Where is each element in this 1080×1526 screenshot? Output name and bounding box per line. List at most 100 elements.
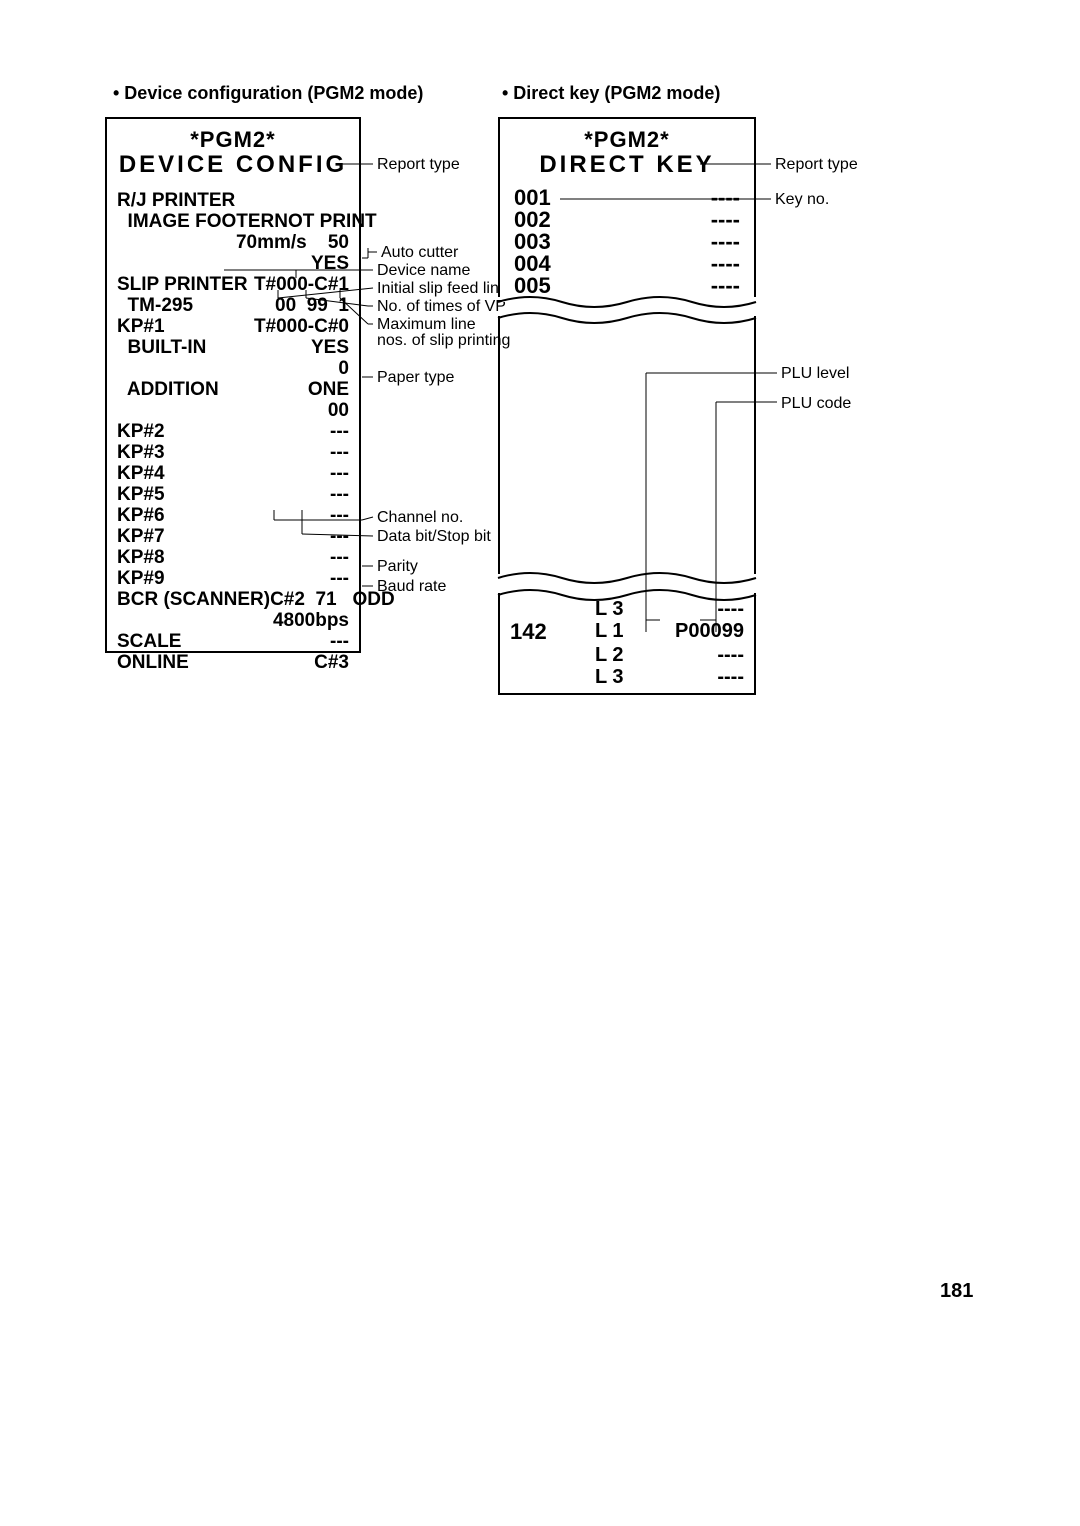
receipt-row: KP#5--- [117,485,349,504]
receipt-row-right: --- [330,506,349,525]
key-number: 004 [514,253,551,275]
receipt-row-left: KP#1 [117,317,165,336]
plu-row: L 2---- [510,645,744,665]
receipt-row-left: ADDITION [117,380,219,399]
receipt-row-left: R/J PRINTER [117,191,235,210]
plu-key [510,645,595,665]
right-receipt-title1: *PGM2* [510,127,744,153]
tear-edge-4 [498,585,756,605]
key-row: 004 ---- [510,253,744,275]
left-receipt: *PGM2* DEVICE CONFIG R/J PRINTER IMAGE F… [105,117,361,653]
receipt-row: 4800bps [117,611,349,630]
plu-code: ---- [655,667,744,687]
callout-key-no: Key no. [775,191,829,209]
key-value: ---- [711,209,740,231]
receipt-row: 00 [117,401,349,420]
receipt-row-left: SLIP PRINTER [117,275,248,294]
callout-device-name: Device name [377,262,470,280]
plu-key: 142 [510,621,595,643]
callout-plu-code: PLU code [781,395,851,413]
callout-baud-rate: Baud rate [377,578,446,596]
receipt-row-right: --- [330,527,349,546]
receipt-row-right: --- [330,422,349,441]
receipt-row-left: BCR (SCANNER) [117,590,270,609]
receipt-row: BCR (SCANNER)C#2 71 ODD [117,590,349,609]
receipt-row-left: KP#9 [117,569,165,588]
receipt-row: SLIP PRINTER T#000-C#1 [117,275,349,294]
right-section-header: • Direct key (PGM2 mode) [502,83,720,104]
key-value: ---- [711,187,740,209]
receipt-row: KP#1 T#000-C#0 [117,317,349,336]
callout-data-bit: Data bit/Stop bit [377,528,491,546]
receipt-row: 0 [117,359,349,378]
receipt-row-right: 00 99 1 [275,296,349,315]
plu-row: 142L 1P00099 [510,621,744,643]
receipt-row-right: C#2 71 ODD [270,590,395,609]
key-number: 002 [514,209,551,231]
key-row: 002 ---- [510,209,744,231]
receipt-row: R/J PRINTER [117,191,349,210]
plu-code: ---- [655,645,744,665]
receipt-row: SCALE --- [117,632,349,651]
receipt-row-right: 70mm/s 50 [236,233,349,252]
receipt-row-right: --- [330,443,349,462]
callout-no-times-vp: No. of times of VP [377,298,506,316]
plu-level: L 1 [595,621,655,643]
receipt-row-left: KP#8 [117,548,165,567]
plu-level: L 2 [595,645,655,665]
receipt-row-right: --- [330,548,349,567]
receipt-row-left: KP#6 [117,506,165,525]
receipt-row: BUILT-IN YES [117,338,349,357]
receipt-row-right: 0 [338,359,349,378]
right-receipt-top: *PGM2* DIRECT KEY 001----002----003----0… [498,117,756,297]
page-number-text: 181 [940,1280,973,1303]
receipt-row-right: --- [330,464,349,483]
receipt-row-left: TM-295 [117,296,193,315]
callout-report-type-left: Report type [377,156,460,174]
receipt-row-left: SCALE [117,632,181,651]
callout-paper-type: Paper type [377,369,454,387]
right-receipt-middle [498,316,756,574]
receipt-row-left: KP#7 [117,527,165,546]
receipt-row: KP#9 --- [117,569,349,588]
key-number: 003 [514,231,551,253]
receipt-row: TM-295 00 99 1 [117,296,349,315]
receipt-row-left: IMAGE FOOTER [117,212,274,231]
receipt-row-right: ONE [308,380,349,399]
receipt-row-right: YES [311,338,349,357]
page: • Device configuration (PGM2 mode) • Dir… [0,0,1080,1526]
receipt-row-left: KP#3 [117,443,165,462]
receipt-row: KP#3 --- [117,443,349,462]
receipt-row-right: 4800bps [273,611,349,630]
callout-plu-level: PLU level [781,365,849,383]
receipt-row: 70mm/s 50 [117,233,349,252]
receipt-row-left: ONLINE [117,653,189,672]
plu-level: L 3 [595,667,655,687]
receipt-row: KP#7 --- [117,527,349,546]
receipt-row-right: --- [330,632,349,651]
receipt-row-right: T#000-C#1 [254,275,349,294]
callout-parity: Parity [377,558,418,576]
receipt-row: KP#2 --- [117,422,349,441]
callout-max-line-2: nos. of slip printing [377,332,510,350]
receipt-row-right: C#3 [314,653,349,672]
receipt-row-left: KP#2 [117,422,165,441]
key-value: ---- [711,253,740,275]
plu-row: L 3---- [510,667,744,687]
callout-channel-no: Channel no. [377,509,463,527]
receipt-row-left: BUILT-IN [117,338,206,357]
receipt-row-left: KP#4 [117,464,165,483]
receipt-row: ADDITION ONE [117,380,349,399]
receipt-row-right: T#000-C#0 [254,317,349,336]
left-receipt-title1: *PGM2* [117,127,349,153]
plu-code: P00099 [655,621,744,643]
receipt-row-right: --- [330,569,349,588]
callout-report-type-right: Report type [775,156,858,174]
right-receipt-title2: DIRECT KEY [510,151,744,179]
left-section-header: • Device configuration (PGM2 mode) [113,83,423,104]
receipt-row-right: YES [311,254,349,273]
receipt-row-right: --- [330,485,349,504]
plu-key [510,667,595,687]
receipt-row: KP#4 --- [117,464,349,483]
receipt-row-right: NOT PRINT [274,212,376,231]
